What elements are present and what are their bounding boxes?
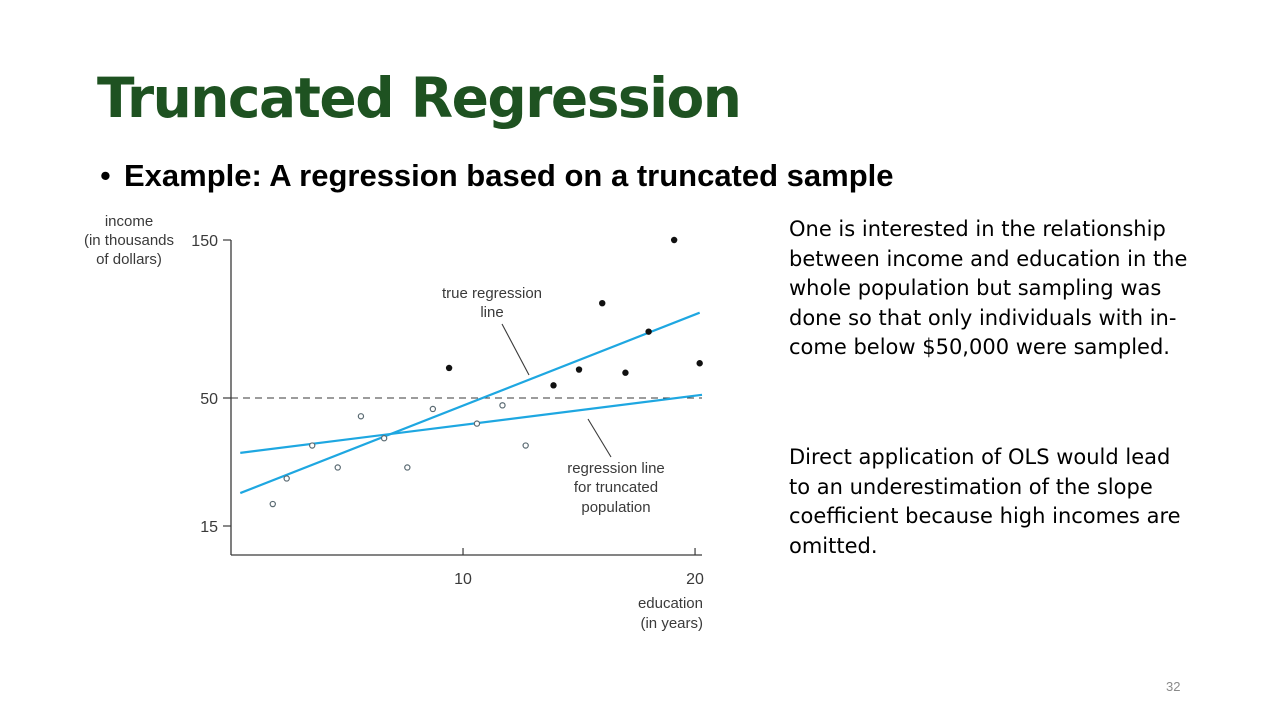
sampled-data-point <box>269 500 276 508</box>
y-tick-label: 150 <box>191 233 218 250</box>
true-line-label-1: true regression <box>442 285 542 302</box>
sampled-data-point <box>380 435 388 442</box>
scatter-chart: 15 50 150 10 20 income (in thousands of dol… <box>84 213 704 632</box>
y-axis-label-line-2: (in thousands <box>84 232 174 249</box>
truncated-line-label-2: for truncated <box>574 479 658 496</box>
truncated-line-label-3: population <box>581 499 650 516</box>
slide-number: 32 <box>1166 679 1181 694</box>
true-line-label-2: line <box>480 304 503 321</box>
bullet-dot-icon: • <box>100 158 111 193</box>
y-ticks: 15 50 150 <box>191 233 231 536</box>
x-ticks: 10 20 <box>454 548 704 588</box>
x-axis-label-line-2: (in years) <box>640 615 703 632</box>
y-tick-label: 50 <box>200 391 218 408</box>
y-tick-label: 15 <box>200 519 218 536</box>
omitted-data-point <box>445 364 453 372</box>
omitted-data-point <box>696 360 703 367</box>
sampled-data-point <box>522 442 529 449</box>
sampled-data-point <box>499 402 506 409</box>
true-line-callout <box>501 323 530 376</box>
sampled-data-point <box>404 464 411 471</box>
truncated-regression-line <box>240 393 703 454</box>
slide-title: Truncated Regression <box>97 66 742 130</box>
sampled-data-point <box>334 464 341 471</box>
omitted-data-point <box>575 366 583 373</box>
explanation-paragraph-1: One is interested in the relationship be… <box>789 217 1188 359</box>
explanation-paragraph-2: Direct application of OLS would lead to … <box>789 445 1181 558</box>
sampled-data-point <box>309 442 316 449</box>
truncated-line-label-1: regression line <box>567 460 665 477</box>
true-regression-line <box>239 311 701 495</box>
bullet-item: • Example: A regression based on a trunca… <box>100 158 894 194</box>
x-tick-label: 10 <box>454 571 472 588</box>
y-axis-label-line-3: of dollars) <box>96 251 162 268</box>
sampled-data-point <box>283 475 290 482</box>
sampled-data-point <box>357 413 365 420</box>
omitted-data-point <box>599 300 606 307</box>
x-axis-label-line-1: education <box>638 595 703 612</box>
truncated-line-callout <box>587 418 612 458</box>
bullet-text: Example: A regression based on a truncat… <box>124 158 894 193</box>
y-axis-label-line-1: income <box>105 213 153 230</box>
x-tick-label: 20 <box>686 571 704 588</box>
regression-lines <box>239 311 703 495</box>
sampled-data-point <box>473 420 481 427</box>
omitted-data-point <box>645 328 652 335</box>
omitted-data-point <box>550 382 557 389</box>
omitted-data-point <box>622 369 629 376</box>
sampled-data-point <box>429 405 437 413</box>
omitted-data-point <box>670 236 678 244</box>
data-points <box>269 236 703 508</box>
